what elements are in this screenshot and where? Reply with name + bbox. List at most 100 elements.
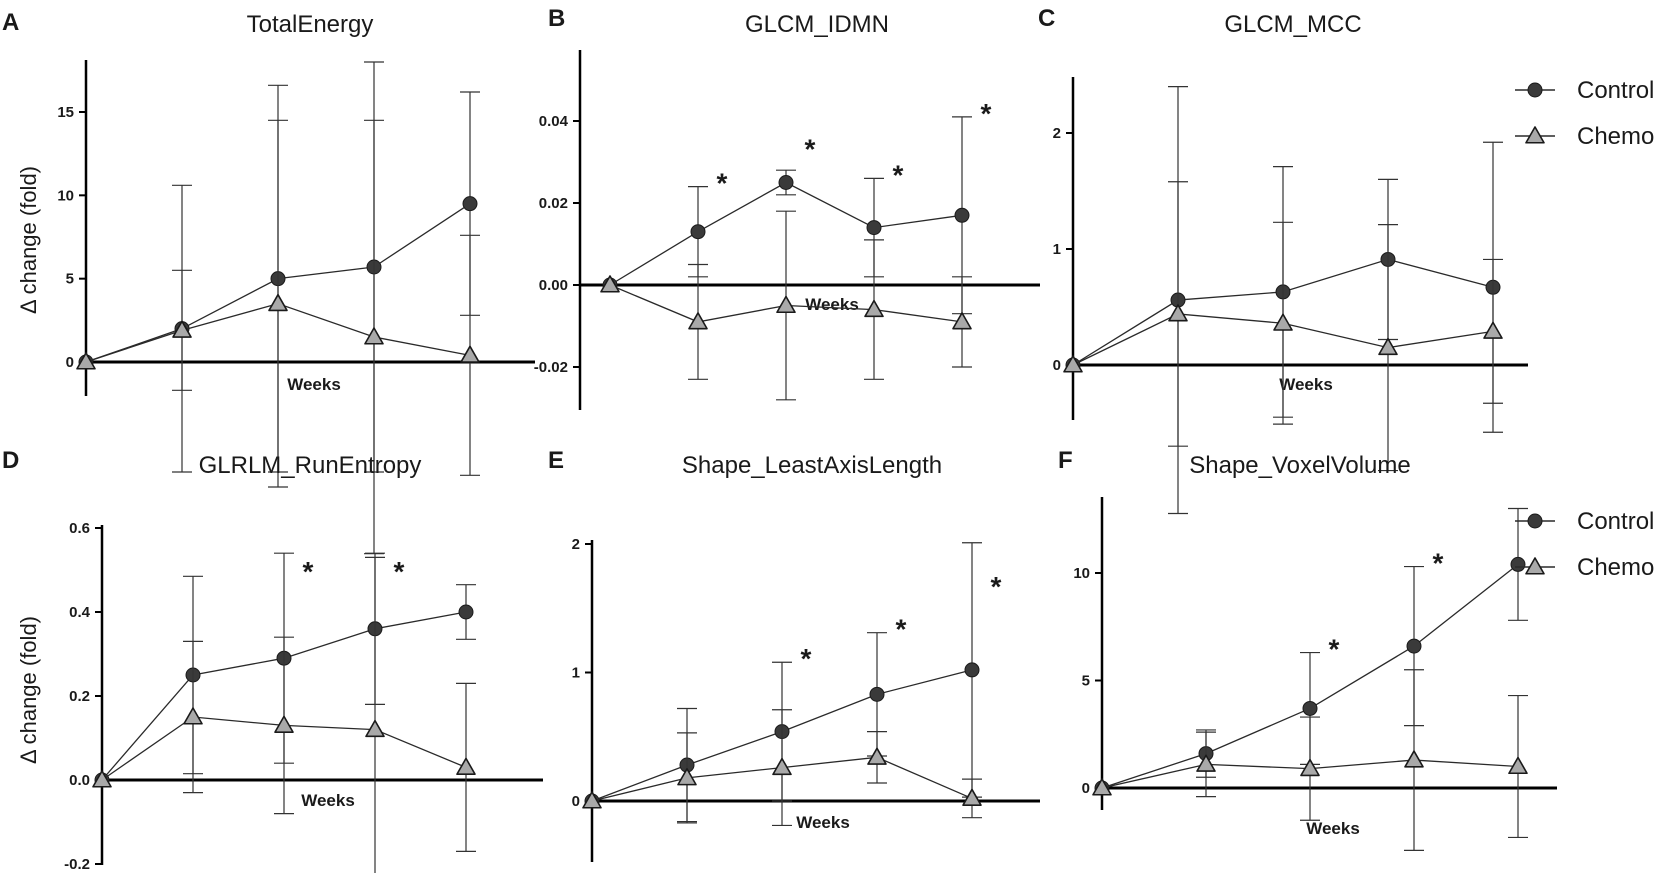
y-tick-label: 2 (572, 536, 580, 553)
panel-letter: B (548, 5, 565, 32)
x-axis-label: Weeks (301, 791, 355, 810)
y-tick-label: 10 (1073, 565, 1090, 582)
data-point-chemo (364, 327, 384, 345)
panel-title: GLRLM_RunEntropy (199, 452, 422, 479)
y-tick-label: 1 (572, 665, 580, 682)
y-tick-label: -0.02 (534, 359, 568, 376)
legend-circle-icon (1527, 82, 1543, 98)
data-point-chemo (274, 715, 294, 733)
y-tick-label: 0.6 (69, 520, 90, 537)
significance-star: * (1433, 548, 1444, 579)
series-control (94, 552, 476, 788)
series-chemo (1092, 669, 1528, 851)
data-point-control (1406, 638, 1422, 654)
panel-d: D GLRLM_RunEntropy -0.2 0.0 0.2 0.4 0.6 Δ chang… (2, 447, 543, 873)
data-point-control (1510, 556, 1526, 572)
y-tick-label: 5 (1082, 673, 1090, 690)
panel-letter: C (1038, 5, 1055, 32)
data-point-chemo (268, 293, 288, 312)
data-point-chemo (1483, 321, 1503, 339)
x-axis-label: Weeks (805, 295, 859, 314)
legend-label-chemo: Chemo (1577, 123, 1654, 150)
y-tick-label: 15 (57, 104, 74, 121)
data-point-control (964, 662, 980, 678)
x-axis-label: Weeks (287, 375, 341, 394)
panel-title: GLCM_IDMN (745, 11, 889, 38)
significance-star: * (801, 643, 812, 674)
data-point-chemo (688, 312, 708, 330)
data-point-chemo (1168, 304, 1188, 322)
significance-star: * (1329, 634, 1340, 665)
data-point-control (954, 207, 970, 223)
data-point-chemo (1378, 337, 1398, 356)
series-control (78, 61, 480, 473)
panel-e: E Shape_LeastAxisLength 0 1 2 Weeks * * * (548, 447, 1040, 862)
data-point-chemo (1404, 750, 1424, 768)
data-point-chemo (365, 719, 385, 738)
data-point-control (1302, 700, 1318, 716)
legend-label-control: Control (1577, 77, 1654, 104)
y-axis-label: Δ change (fold) (16, 616, 41, 764)
data-point-control (690, 224, 706, 240)
panel-c: C GLCM_MCC 0 1 2 Weeks (1038, 5, 1528, 515)
data-point-chemo (776, 295, 796, 314)
significance-star: * (805, 134, 816, 165)
series-chemo (600, 210, 972, 401)
y-tick-label: 0.02 (539, 195, 568, 212)
significance-star: * (303, 556, 314, 587)
y-tick-label: 0 (66, 354, 74, 371)
data-point-chemo (183, 707, 203, 725)
x-axis-label: Weeks (796, 813, 850, 832)
x-axis-label: Weeks (1306, 819, 1360, 838)
series-control (584, 542, 982, 823)
y-tick-label: 0.0 (69, 772, 90, 789)
significance-star: * (981, 98, 992, 129)
data-point-control (462, 196, 478, 212)
y-tick-label: 0.2 (69, 688, 90, 705)
y-axis-label: Δ change (fold) (16, 166, 41, 314)
legend-label-control: Control (1577, 508, 1654, 535)
data-point-chemo (582, 791, 602, 809)
panel-b: B GLCM_IDMN -0.02 0.00 0.02 0.04 Weeks * * * * (534, 5, 1040, 410)
legend-top: Control Chemo (1515, 77, 1654, 150)
panel-a: A TotalEnergy 0 5 10 15 Δ change (fold) Weeks (2, 9, 535, 555)
significance-star: * (717, 168, 728, 199)
data-point-chemo (172, 320, 192, 338)
panel-title: Shape_LeastAxisLength (682, 452, 942, 479)
y-tick-label: -0.2 (64, 856, 90, 873)
panel-title: TotalEnergy (247, 11, 374, 38)
y-tick-label: 10 (57, 187, 74, 204)
x-axis-label: Weeks (1279, 375, 1333, 394)
panel-letter: A (2, 9, 19, 36)
data-point-control (458, 604, 474, 620)
series-chemo (582, 709, 982, 827)
y-tick-label: 0.04 (539, 113, 569, 130)
data-point-chemo (600, 275, 620, 293)
y-tick-label: 0 (1053, 357, 1061, 374)
legend-triangle-icon (1525, 557, 1545, 575)
series-control (602, 116, 972, 315)
data-point-chemo (677, 768, 697, 786)
legend-circle-icon (1527, 513, 1543, 529)
panel-title: GLCM_MCC (1224, 11, 1361, 38)
data-point-chemo (76, 352, 96, 370)
series-chemo (92, 556, 476, 873)
data-point-chemo (867, 747, 887, 765)
data-point-chemo (1063, 355, 1083, 373)
y-tick-label: 2 (1053, 125, 1061, 142)
panel-f: F Shape_VoxelVolume 0 5 10 Weeks * * (1058, 447, 1557, 851)
legend-triangle-icon (1525, 126, 1545, 144)
y-tick-label: 0.4 (69, 604, 91, 621)
data-point-chemo (864, 299, 884, 318)
data-point-chemo (1508, 756, 1528, 775)
data-point-chemo (1273, 313, 1293, 331)
data-point-chemo (1196, 754, 1216, 772)
data-point-control (869, 686, 885, 702)
y-tick-label: 0.00 (539, 277, 568, 294)
data-point-chemo (1300, 758, 1320, 777)
data-point-control (778, 175, 794, 190)
significance-star: * (896, 614, 907, 645)
y-tick-label: 5 (66, 271, 74, 288)
data-point-chemo (460, 345, 480, 363)
legend-label-chemo: Chemo (1577, 554, 1654, 581)
